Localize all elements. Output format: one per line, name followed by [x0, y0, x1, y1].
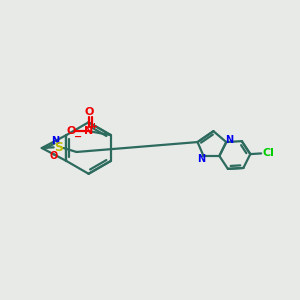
- Text: N: N: [51, 136, 59, 146]
- Text: N: N: [85, 126, 94, 136]
- Text: O: O: [50, 152, 58, 161]
- Text: O: O: [67, 126, 76, 136]
- Text: O: O: [84, 107, 94, 117]
- Text: N: N: [197, 154, 206, 164]
- Text: S: S: [54, 140, 63, 154]
- Text: N: N: [225, 135, 233, 145]
- Text: Cl: Cl: [262, 148, 274, 158]
- Text: −: −: [74, 132, 82, 142]
- Text: +: +: [91, 122, 98, 131]
